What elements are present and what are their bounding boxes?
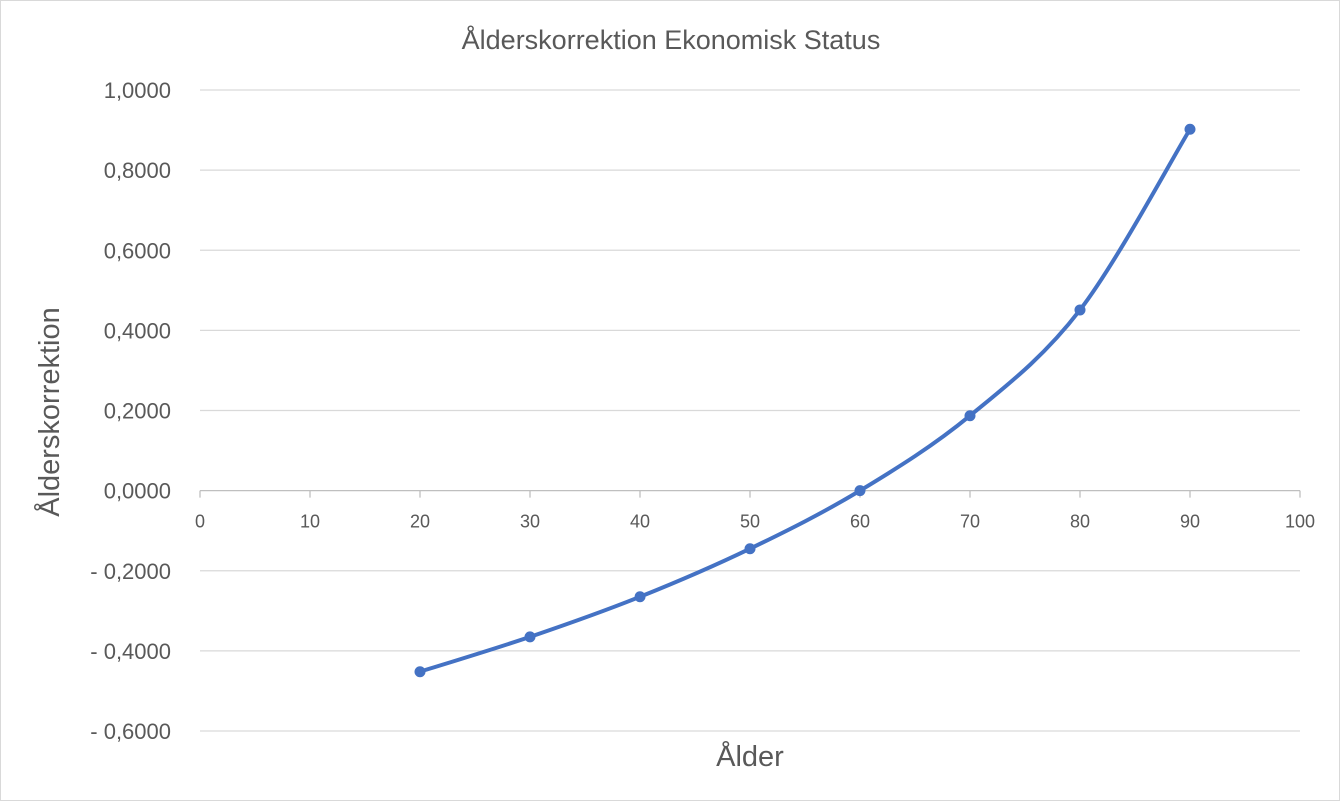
x-tick-label: 30 [520, 512, 540, 532]
chart-title: Ålderskorrektion Ekonomisk Status [462, 24, 881, 55]
y-tick-label: 0,0000 [104, 479, 171, 504]
series-line [418, 127, 1192, 674]
y-tick-label: - 0,4000 [90, 639, 171, 664]
y-axis-tick-labels: 1,0000 0,8000 0,6000 0,4000 0,2000 0,0000 - 0,… [90, 78, 171, 744]
x-axis-title: Ålder [716, 740, 784, 773]
data-point [634, 591, 646, 603]
y-tick-label: 1,0000 [104, 78, 171, 103]
y-tick-label: 0,8000 [104, 158, 171, 183]
data-point [854, 485, 866, 497]
x-tick-label: 70 [960, 512, 980, 532]
x-axis [199, 489, 1301, 498]
x-tick-label: 100 [1285, 512, 1315, 532]
data-point [414, 666, 426, 678]
x-tick-label: 10 [300, 512, 320, 532]
y-tick-label: - 0,6000 [90, 719, 171, 744]
y-axis-title: Ålderskorrektion [33, 307, 66, 517]
y-tick-label: 0,2000 [104, 399, 171, 424]
x-tick-label: 80 [1070, 512, 1090, 532]
data-point [964, 410, 976, 422]
y-tick-label: - 0,2000 [90, 559, 171, 584]
x-tick-label: 0 [195, 512, 205, 532]
y-tick-label: 0,4000 [104, 318, 171, 343]
data-point [1074, 304, 1086, 316]
data-point [1184, 123, 1196, 135]
gridlines [200, 89, 1300, 732]
x-tick-label: 40 [630, 512, 650, 532]
data-point [524, 631, 536, 643]
data-series [414, 123, 1196, 678]
x-tick-label: 60 [850, 512, 870, 532]
x-tick-label: 90 [1180, 512, 1200, 532]
x-tick-label: 50 [740, 512, 760, 532]
x-axis-tick-labels: 0 10 20 30 40 50 60 70 80 90 100 [195, 512, 1315, 532]
data-point [744, 543, 756, 555]
x-tick-label: 20 [410, 512, 430, 532]
y-tick-label: 0,6000 [104, 238, 171, 263]
